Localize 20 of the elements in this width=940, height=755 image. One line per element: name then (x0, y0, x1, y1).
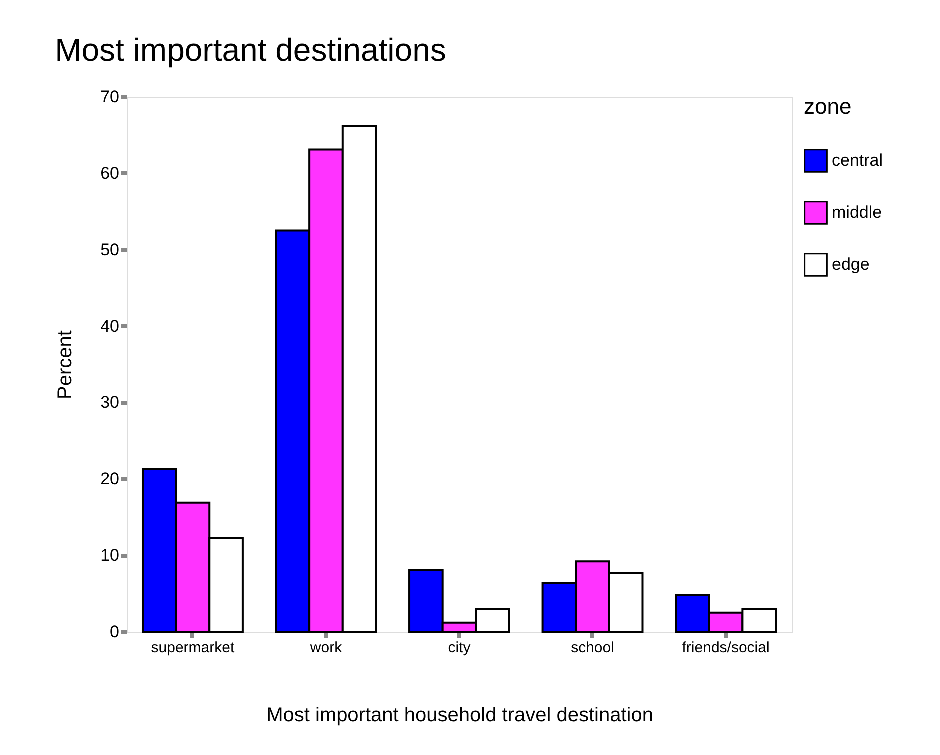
y-tick-label: 10 (100, 546, 120, 566)
y-axis-title: Percent (54, 330, 77, 400)
legend-title: zone (804, 94, 852, 119)
x-tick-label: work (309, 640, 343, 656)
y-tick-label: 40 (100, 316, 120, 336)
x-tick-label: city (448, 640, 472, 656)
chart-title: Most important destinations (55, 32, 446, 68)
x-tick-label: supermarket (151, 640, 236, 656)
y-tick-label: 70 (100, 88, 120, 106)
y-tick-label: 20 (100, 470, 120, 489)
legend-label: edge (832, 255, 870, 274)
legend-label: middle (832, 203, 882, 222)
y-tick-label: 30 (100, 393, 120, 412)
x-tick-label: school (571, 640, 614, 656)
y-tick-label: 0 (110, 622, 120, 642)
x-axis-title: Most important household travel destination (266, 704, 654, 726)
legend-label: central (832, 151, 884, 170)
y-tick-label: 50 (100, 240, 120, 260)
x-tick-label: friends/social (682, 640, 770, 656)
y-tick-label: 60 (100, 164, 120, 183)
